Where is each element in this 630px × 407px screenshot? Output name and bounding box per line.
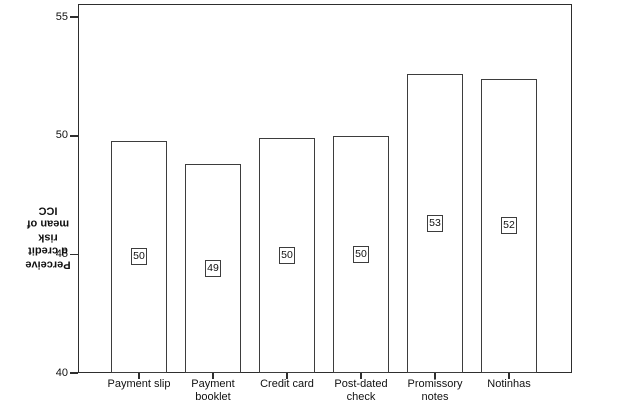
x-axis-category-label-line: Payment xyxy=(191,377,235,390)
x-axis-tick xyxy=(508,373,510,379)
bar xyxy=(481,78,537,373)
y-axis-title-line: risk xyxy=(38,231,58,244)
y-axis-tick xyxy=(70,372,78,374)
x-axis-category-label-line: Post-dated xyxy=(334,377,388,390)
x-axis-tick xyxy=(360,373,362,379)
y-axis-title-line: mean of xyxy=(26,218,70,230)
x-axis-tick xyxy=(212,373,214,379)
y-axis-tick xyxy=(70,253,78,256)
x-axis-tick xyxy=(434,373,436,379)
y-axis-tick xyxy=(70,16,78,18)
x-axis-tick xyxy=(286,373,288,379)
bar-value-box: 53 xyxy=(427,215,443,233)
y-axis-tick xyxy=(70,135,78,137)
x-axis-category-label-line: Credit card xyxy=(260,377,314,390)
bar-value-box: 50 xyxy=(131,248,147,266)
x-axis-category-label-line: Payment slip xyxy=(107,377,171,390)
bar-value-box: 50 xyxy=(353,245,369,263)
x-axis-category-label-line: check xyxy=(346,391,376,403)
y-axis-tick-label: 50 xyxy=(55,129,68,142)
x-axis-category-label: Payment booklet xyxy=(165,378,261,405)
x-axis-tick xyxy=(138,373,140,379)
x-axis-category-label: Notinhas xyxy=(461,378,557,392)
y-axis-tick-label: 40 xyxy=(55,366,68,379)
bar-value-box: 49 xyxy=(205,260,221,278)
x-axis-category-label: Post-dated check xyxy=(313,378,409,405)
bar-value-box: 52 xyxy=(501,217,517,235)
y-axis-tick-label: 55 xyxy=(55,10,68,23)
x-axis-category-label: Credit card xyxy=(239,378,335,392)
x-axis-category-label: Promissory notes xyxy=(387,378,483,405)
x-axis-category-label-line: notes xyxy=(421,391,449,403)
x-axis-category-label: Payment slip xyxy=(91,378,187,392)
x-axis-category-label-line: Promissory xyxy=(407,377,463,390)
bar-value-box: 50 xyxy=(279,247,295,265)
y-axis-tick-label: 45 xyxy=(55,247,68,260)
x-axis-category-label-line: Notinhas xyxy=(487,377,531,390)
x-axis-category-label-line: booklet xyxy=(195,391,231,403)
y-axis-title-line: ICC xyxy=(38,204,58,217)
